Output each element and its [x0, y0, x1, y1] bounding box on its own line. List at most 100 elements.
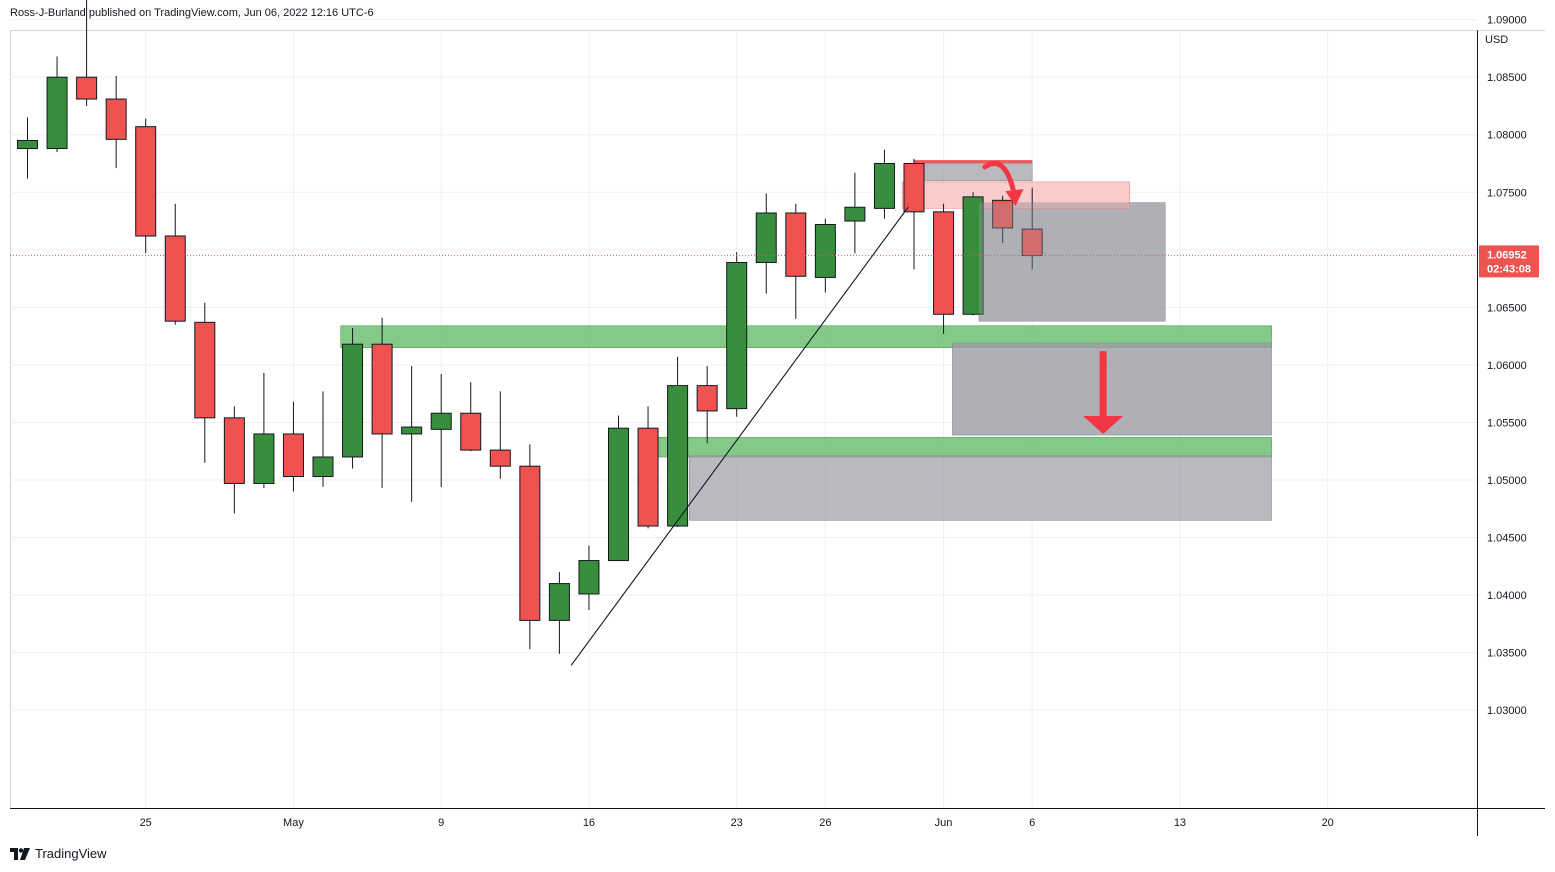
price-axis[interactable]	[1477, 30, 1545, 808]
price-tick-label: 1.05000	[1487, 475, 1527, 487]
red_line-zone	[914, 160, 1033, 164]
candle-body	[608, 427, 629, 562]
bearish-candle	[135, 118, 157, 254]
green-zone	[656, 437, 1272, 458]
candle-body	[460, 412, 482, 451]
candle-body	[489, 449, 511, 467]
bearish-candle	[1021, 187, 1043, 270]
price-tick-label: 1.07500	[1487, 187, 1527, 199]
publisher-header: Ross-J-Burland published on TradingView.…	[10, 7, 374, 19]
candle-body	[430, 412, 452, 430]
time-axis-line	[10, 808, 1545, 809]
bearish-candle	[223, 406, 245, 514]
candle-body	[696, 385, 718, 412]
bearish-candle	[194, 302, 216, 463]
time-tick-label: 25	[140, 817, 152, 829]
price-tick-label: 1.08500	[1487, 72, 1527, 84]
axis-layer: 1.090001.085001.080001.075001.070001.065…	[140, 15, 1539, 829]
candle-body	[105, 98, 127, 140]
bullish-candle	[844, 172, 866, 254]
candle-body	[17, 139, 38, 150]
plot-area[interactable]	[10, 30, 1477, 808]
candle-body	[873, 163, 895, 209]
candle-body	[667, 385, 689, 527]
bullish-candle	[46, 56, 68, 152]
bearish-candle	[489, 391, 511, 479]
candle-body	[992, 199, 1014, 229]
bullish-candle	[814, 218, 836, 293]
candle-body	[223, 417, 245, 484]
trendline	[570, 206, 909, 666]
candle-body	[933, 211, 955, 315]
bullish-candle	[873, 149, 895, 219]
candle-body	[253, 433, 275, 484]
drawing-layer	[10, 161, 1477, 666]
candle-body	[164, 235, 186, 322]
candle-body	[844, 206, 866, 222]
bearish-candle	[992, 195, 1014, 243]
bearish-candle	[637, 406, 659, 529]
candle-body	[785, 212, 807, 277]
time-tick-label: May	[283, 817, 304, 829]
time-tick-label: 9	[438, 817, 444, 829]
price-tick-label: 1.03000	[1487, 705, 1527, 717]
bullish-candle	[17, 117, 38, 179]
last-price-value: 1.06952	[1487, 249, 1527, 261]
tradingview-logo-icon	[10, 847, 30, 860]
bearish-candle	[371, 317, 393, 489]
bullish-candle	[430, 374, 452, 487]
bearish-candle	[105, 76, 127, 169]
last-price-badge-bg	[1479, 245, 1539, 278]
zone-layer	[340, 160, 1272, 521]
candle-body	[46, 76, 68, 150]
time-tick-label: 16	[583, 817, 595, 829]
time-tick-label: 23	[731, 817, 743, 829]
bullish-candle	[548, 572, 570, 654]
bullish-candle	[401, 366, 423, 502]
price-tick-label: 1.06000	[1487, 360, 1527, 372]
green-zone	[340, 325, 1272, 348]
time-tick-label: 13	[1174, 817, 1186, 829]
candle-body	[282, 433, 304, 478]
gray-zone	[689, 455, 1272, 521]
bearish-candle	[282, 401, 304, 492]
candle-body	[519, 465, 541, 621]
candle-body	[903, 163, 925, 213]
time-tick-label: 6	[1029, 817, 1035, 829]
price-tick-label: 1.06500	[1487, 302, 1527, 314]
bullish-candle	[253, 372, 275, 489]
candle-body	[637, 427, 659, 527]
tradingview-brand[interactable]: TradingView	[10, 846, 107, 861]
price-tick-label: 1.04500	[1487, 533, 1527, 545]
bullish-candle	[608, 415, 629, 562]
candle-body	[135, 126, 157, 237]
bearish-candle	[460, 382, 482, 452]
bearish-candle	[785, 203, 807, 319]
bullish-candle	[342, 328, 364, 469]
bearish-candle	[933, 203, 955, 334]
brand-name: TradingView	[35, 846, 107, 861]
bullish-candle	[755, 193, 777, 294]
candle-body	[401, 426, 423, 435]
candle-body	[1021, 228, 1043, 257]
curved-arrow-head	[1005, 189, 1024, 207]
axis-corner-divider	[1477, 808, 1478, 836]
bearish-candle	[519, 444, 541, 650]
candle-body	[76, 76, 98, 100]
candle-body	[814, 224, 836, 278]
time-tick-label: 26	[819, 817, 831, 829]
candle-body	[312, 456, 334, 478]
bearish-candle	[76, 0, 98, 106]
candle-layer	[17, 0, 1043, 654]
candle-body	[726, 261, 748, 410]
candle-body	[342, 343, 364, 458]
candle-body	[578, 560, 600, 595]
bullish-candle	[726, 252, 748, 417]
candle-body	[371, 343, 393, 435]
bearish-candle	[903, 158, 925, 270]
price-tick-label: 1.04000	[1487, 590, 1527, 602]
bullish-candle	[312, 391, 334, 487]
candle-body	[194, 321, 216, 419]
curved-arrow-icon	[982, 161, 1017, 198]
